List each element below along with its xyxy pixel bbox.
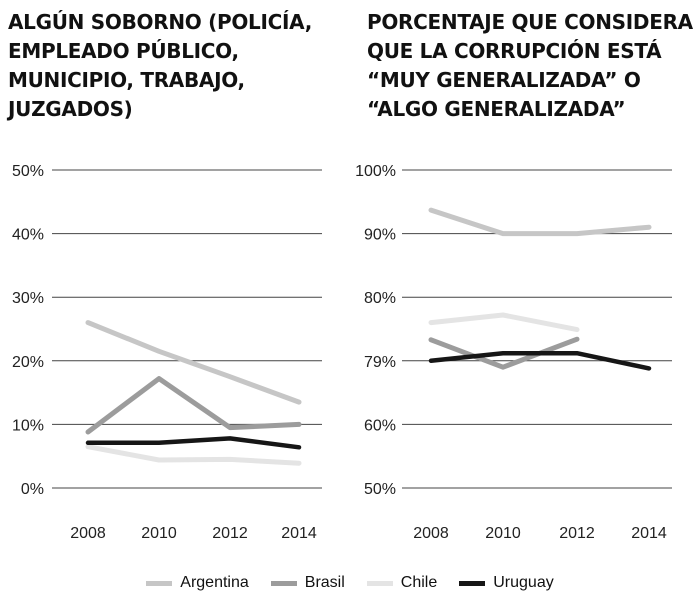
legend-label-chile: Chile (400, 574, 438, 591)
series-line-argentina (428, 207, 652, 237)
charts-canvas: 0% 10% 20% 30% 40% 50% 2008 2010 2012 2014 50% 60%… (12, 163, 672, 542)
legend-swatch-chile (366, 580, 393, 586)
y-tick-label: 20% (12, 354, 44, 371)
series-line-chile (85, 444, 302, 466)
legend-item-chile: Chile (366, 570, 438, 596)
y-tick-label: 100% (355, 163, 396, 180)
y-tick-label: 79% (364, 354, 396, 371)
x-tick-label: 2008 (70, 525, 106, 542)
y-tick-label: 30% (12, 290, 44, 307)
x-tick-label: 2014 (631, 525, 667, 542)
legend-item-argentina: Argentina (146, 570, 249, 596)
legend: Argentina Brasil Chile Uruguay (0, 570, 700, 596)
x-tick-label: 2008 (413, 525, 449, 542)
series-line-brasil (428, 336, 580, 370)
series-line-argentina (85, 320, 302, 405)
x-tick-label: 2012 (559, 525, 595, 542)
legend-item-brasil: Brasil (270, 570, 345, 596)
right-chart-title: PORCENTAJE QUE CONSIDERA QUE LA CORRUPCI… (367, 10, 693, 121)
y-tick-label: 0% (21, 481, 44, 498)
y-tick-label: 10% (12, 417, 44, 434)
left-chart: 0% 10% 20% 30% 40% 50% 2008 2010 2012 2014 (12, 163, 322, 542)
y-tick-label: 90% (364, 227, 396, 244)
x-tick-label: 2010 (141, 525, 177, 542)
legend-swatch-brasil (270, 580, 297, 586)
y-tick-label: 50% (12, 163, 44, 180)
series-line-brasil (85, 376, 302, 435)
x-tick-label: 2014 (281, 525, 317, 542)
left-chart-title: ALGÚN SOBORNO (POLICÍA, EMPLEADO PÚBLICO… (8, 10, 312, 121)
legend-item-uruguay: Uruguay (459, 570, 554, 596)
legend-label-uruguay: Uruguay (493, 574, 554, 591)
series-line-uruguay (85, 436, 302, 450)
right-chart: 50% 60% 79% 80% 90% 100% 2008 2010 2012 2014 (355, 163, 672, 542)
series-line-chile (428, 312, 580, 333)
legend-swatch-argentina (146, 580, 173, 586)
x-tick-label: 2010 (485, 525, 521, 542)
y-tick-label: 40% (12, 227, 44, 244)
y-tick-label: 50% (364, 481, 396, 498)
legend-label-argentina: Argentina (180, 574, 249, 591)
series-line-uruguay (428, 350, 652, 371)
legend-label-brasil: Brasil (304, 574, 345, 591)
y-tick-label: 80% (364, 290, 396, 307)
x-tick-label: 2012 (212, 525, 248, 542)
y-tick-label: 60% (364, 417, 396, 434)
legend-swatch-uruguay (459, 580, 486, 586)
